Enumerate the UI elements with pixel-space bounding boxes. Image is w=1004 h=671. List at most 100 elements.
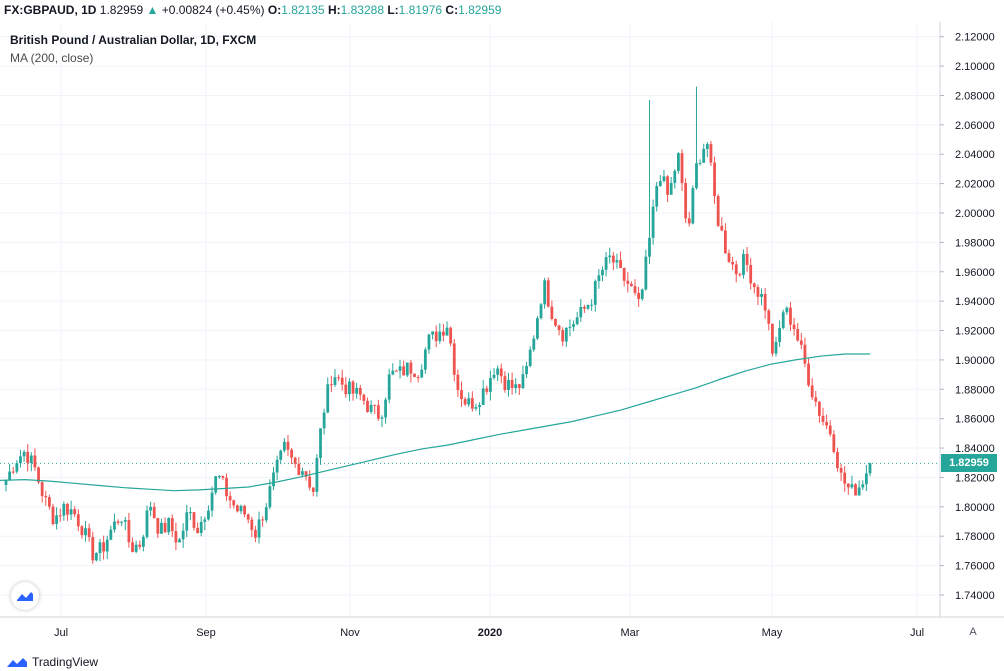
candle: [152, 502, 156, 519]
candle: [604, 252, 608, 277]
candle: [843, 466, 847, 492]
candle: [861, 480, 865, 490]
candle: [510, 372, 514, 395]
candle-body: [521, 374, 525, 388]
candle: [655, 181, 659, 212]
candle-body: [22, 451, 26, 457]
candle: [69, 500, 73, 520]
candle-body: [633, 286, 637, 293]
candle: [232, 499, 236, 509]
candle-body: [160, 522, 163, 534]
candle: [615, 253, 619, 269]
candle: [315, 454, 319, 497]
candle-body: [174, 531, 178, 543]
candle: [557, 324, 561, 336]
time-tick-label: 2020: [478, 627, 502, 639]
low-value: 1.81976: [398, 3, 443, 17]
candle-body: [87, 528, 91, 538]
candle-body: [496, 368, 500, 375]
candle-body: [467, 398, 471, 405]
candle: [857, 480, 861, 496]
candle-body: [525, 366, 528, 375]
candle-body: [807, 363, 810, 386]
candle: [188, 507, 192, 521]
candle-body: [590, 304, 594, 306]
candle: [123, 516, 127, 531]
candle: [742, 249, 745, 279]
candle: [362, 393, 366, 405]
symbol-name[interactable]: FX:GBPAUD, 1D: [4, 3, 97, 17]
candle: [528, 346, 532, 368]
price-tick-label: 1.78000: [955, 531, 995, 543]
candle: [22, 449, 26, 462]
candle: [846, 483, 850, 495]
candle: [532, 335, 536, 352]
candle: [163, 517, 167, 534]
candle: [73, 506, 77, 518]
price-tick-label: 2.02000: [955, 179, 995, 191]
candle: [116, 519, 120, 525]
candle-body: [185, 512, 189, 531]
candle: [738, 272, 742, 277]
candle: [836, 447, 839, 472]
candle: [705, 142, 709, 158]
candle: [423, 347, 427, 374]
candle: [254, 525, 257, 543]
candle: [796, 322, 800, 342]
price-tick-label: 1.96000: [955, 267, 995, 279]
candle-body: [8, 471, 12, 481]
brand[interactable]: TradingView: [6, 653, 98, 671]
candle-body: [716, 196, 720, 226]
candle-body: [742, 254, 745, 275]
candle: [727, 249, 731, 263]
candle: [499, 363, 503, 384]
candle-body: [40, 482, 44, 497]
candle: [340, 369, 344, 391]
candle-body: [232, 500, 236, 506]
candle-body: [250, 519, 254, 530]
candle-body: [727, 253, 731, 262]
candle: [619, 251, 622, 269]
candle-body: [210, 492, 214, 511]
candle: [763, 288, 767, 319]
candle-body: [257, 519, 261, 538]
candle: [19, 449, 22, 468]
auto-scale-button[interactable]: A: [969, 626, 977, 638]
candle: [622, 267, 626, 287]
candle-body: [26, 451, 30, 463]
candle-body: [713, 162, 716, 197]
open-label: O:: [267, 3, 282, 17]
candle-body: [221, 476, 225, 478]
candle: [37, 466, 40, 485]
price-tick-label: 2.06000: [955, 120, 995, 132]
candle: [564, 327, 568, 347]
candle-body: [474, 407, 478, 409]
candle-body: [492, 374, 496, 378]
chart-legend-indicator[interactable]: MA (200, close): [10, 51, 94, 65]
candle: [221, 475, 225, 481]
candle-body: [19, 456, 22, 464]
tradingview-logo-button[interactable]: [11, 582, 39, 610]
price-tick-label: 1.94000: [955, 296, 995, 308]
candle-body: [261, 519, 265, 521]
candle: [792, 317, 796, 336]
candle-body: [203, 519, 207, 522]
candle: [503, 371, 507, 393]
candle: [275, 455, 279, 481]
candle-body: [452, 343, 456, 375]
candle-body: [304, 471, 308, 477]
candle: [832, 430, 836, 454]
chart-legend-title[interactable]: British Pound / Australian Dollar, 1D, F…: [10, 33, 257, 47]
candle: [821, 407, 825, 426]
candle: [868, 462, 872, 477]
candle: [828, 420, 832, 437]
candle: [178, 537, 181, 543]
candle-body: [235, 505, 239, 512]
candle-body: [207, 510, 210, 520]
candle-body: [532, 338, 536, 350]
candle-body: [463, 398, 467, 405]
candle: [583, 304, 586, 313]
candle: [691, 185, 695, 225]
candle-body: [156, 517, 160, 534]
